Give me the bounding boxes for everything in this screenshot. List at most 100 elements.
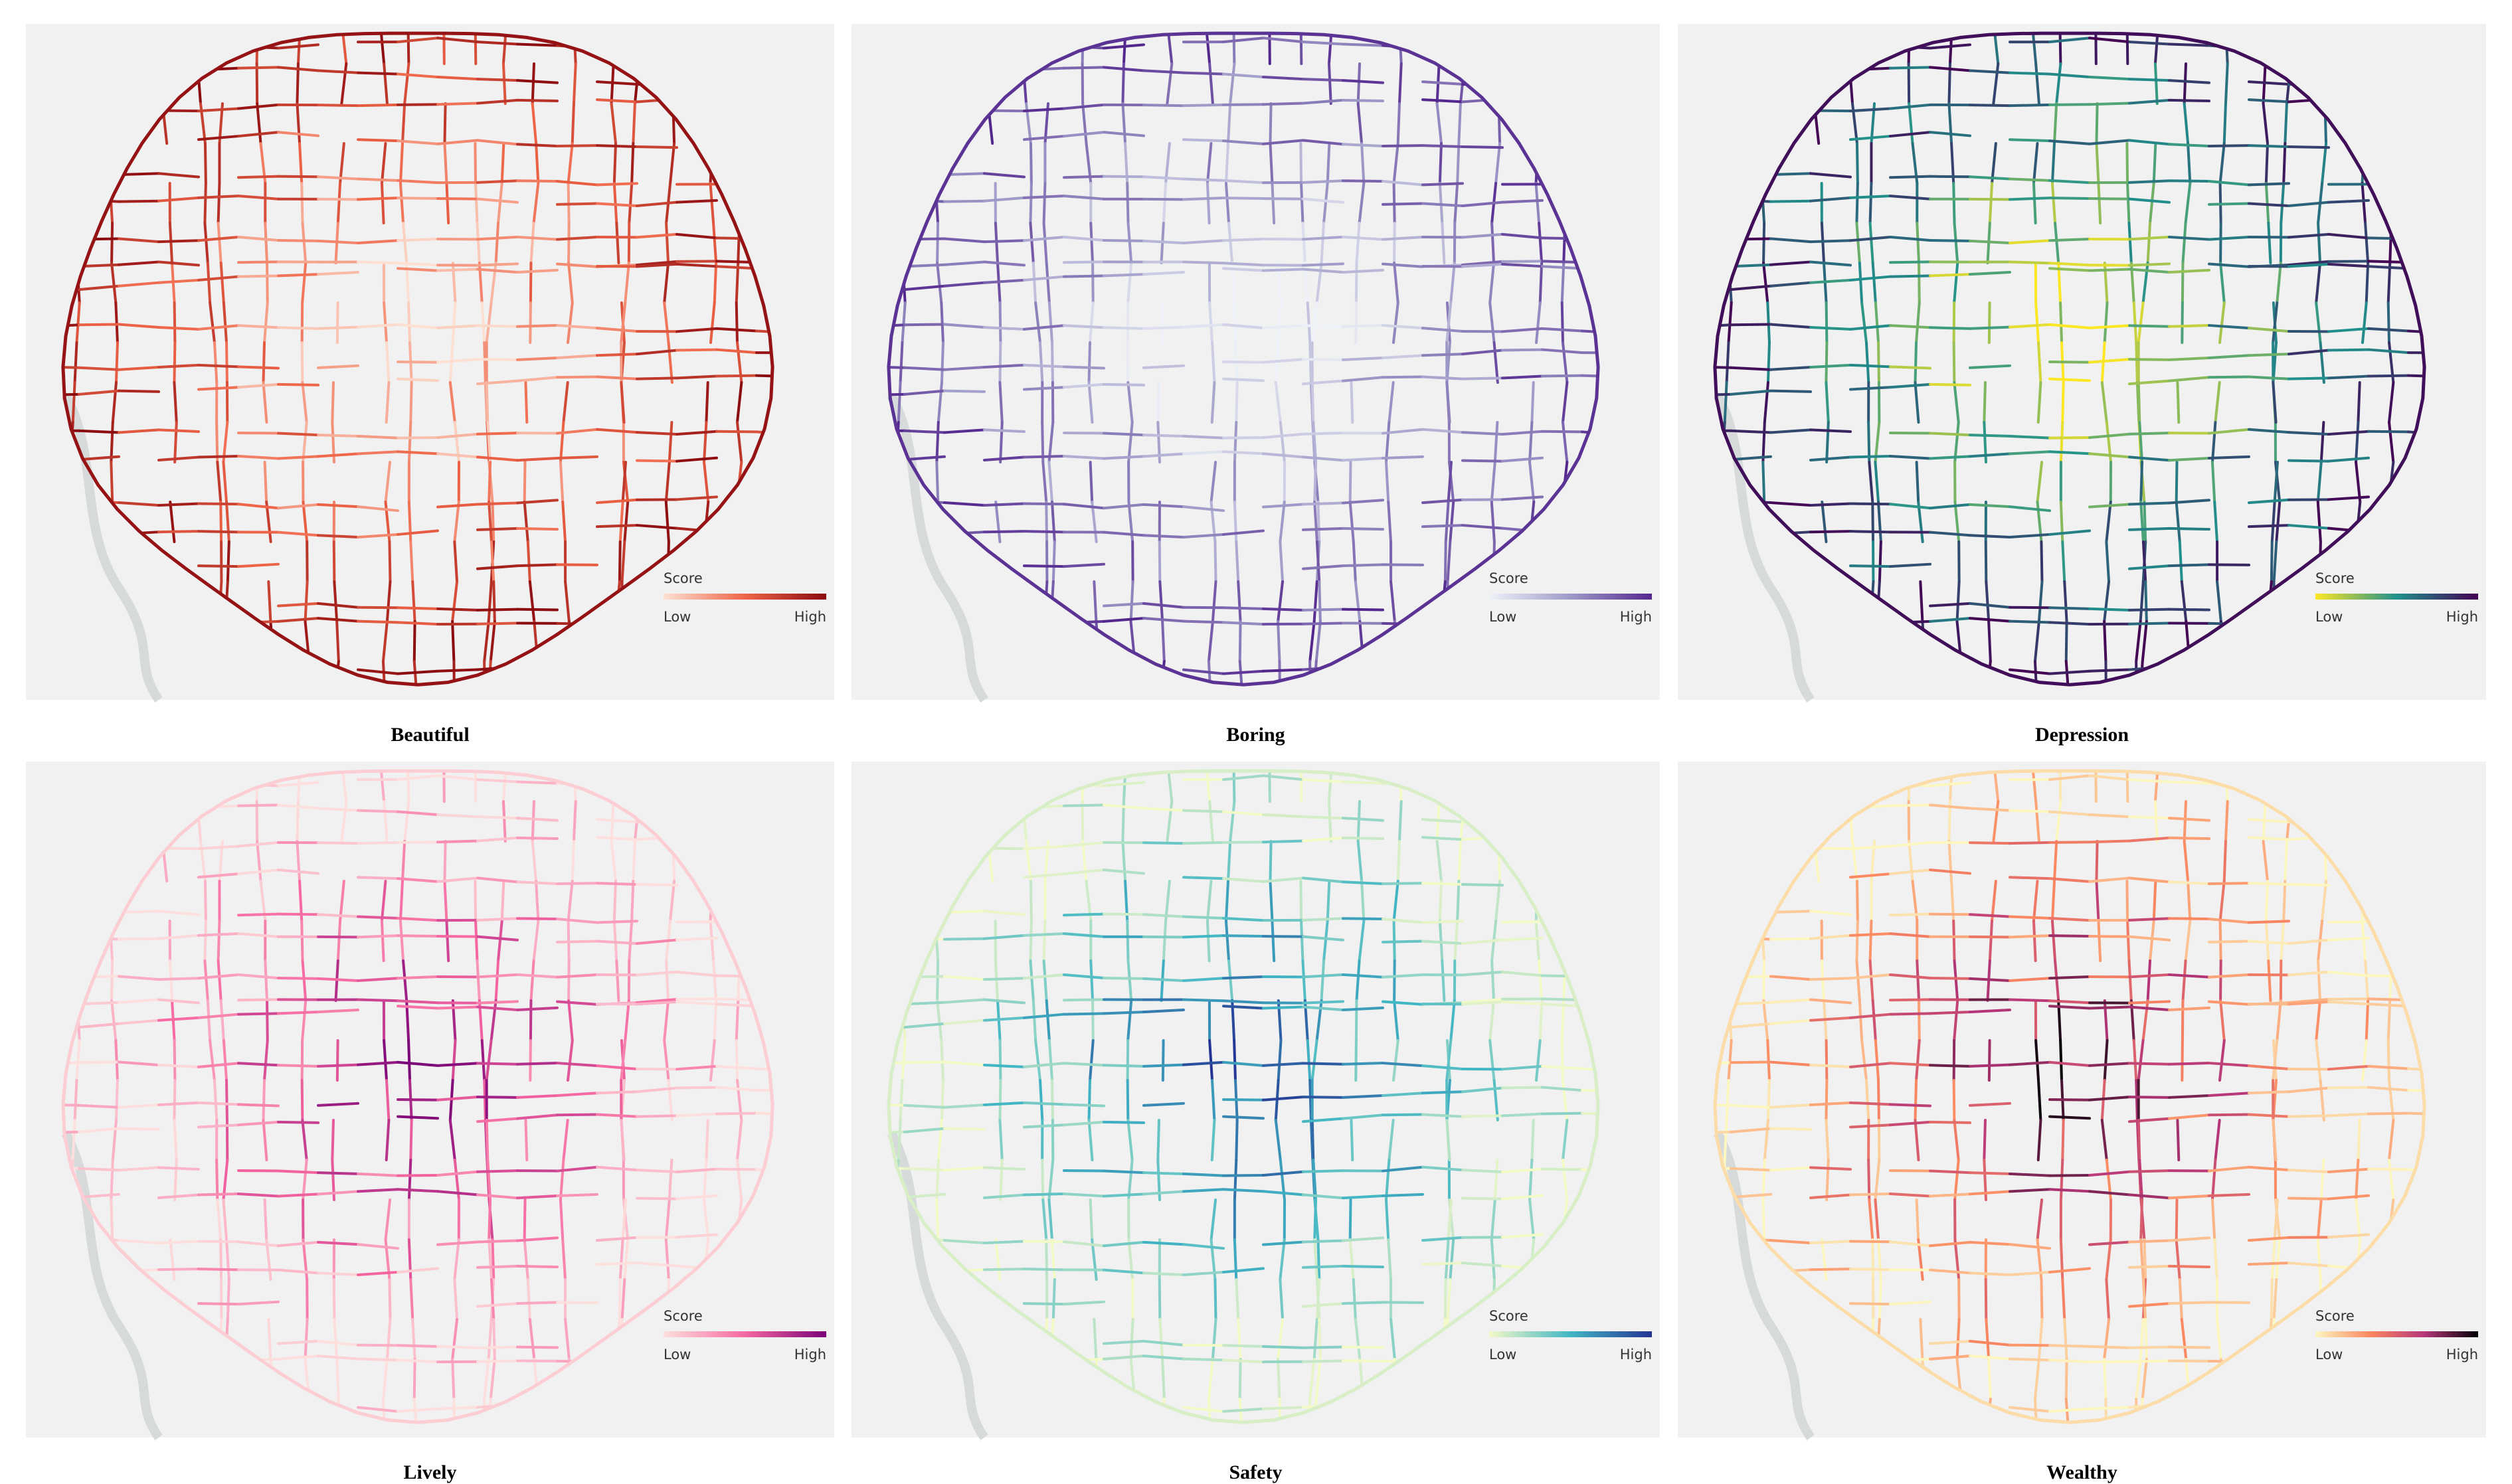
road (1918, 999, 1921, 1042)
road (612, 142, 617, 185)
road (1538, 262, 1544, 304)
road (1342, 1062, 1384, 1066)
road (531, 62, 535, 105)
road (2168, 1345, 2210, 1349)
road (2033, 620, 2040, 663)
road (302, 1159, 308, 1201)
road (2288, 997, 2330, 1004)
road (1488, 301, 1496, 344)
road (1421, 920, 1464, 924)
road (1045, 999, 1051, 1042)
road (2128, 1169, 2171, 1173)
road (636, 349, 678, 356)
road (1445, 381, 1451, 424)
road (897, 1119, 902, 1161)
road (118, 1019, 160, 1025)
road (2009, 1406, 2051, 1413)
road (943, 389, 986, 393)
road (436, 607, 479, 612)
road (157, 910, 200, 916)
road (632, 840, 636, 882)
road (78, 429, 120, 434)
ring-road (1713, 31, 2426, 687)
road (397, 1407, 439, 1413)
road (1356, 62, 1361, 105)
road (559, 461, 565, 503)
road (2050, 920, 2057, 962)
road (1142, 1190, 1185, 1196)
road (397, 139, 439, 145)
road (2048, 999, 2091, 1005)
road (2048, 139, 2091, 145)
road (2009, 323, 2051, 329)
road (1825, 341, 1829, 384)
road (157, 1268, 200, 1272)
road (1142, 104, 1185, 108)
road (1761, 461, 1766, 503)
road (118, 501, 160, 507)
road (1342, 79, 1384, 84)
road (535, 142, 540, 185)
road (1382, 179, 1424, 187)
road (1457, 102, 1462, 145)
road (1985, 580, 1991, 623)
road (2054, 959, 2060, 1002)
road (1262, 1406, 1304, 1410)
road (1444, 501, 1450, 543)
road (2064, 1398, 2071, 1423)
road (1969, 434, 2011, 438)
road (1103, 1011, 1145, 1015)
road (399, 182, 405, 224)
road (1769, 1019, 1812, 1025)
road (317, 270, 359, 276)
road (2208, 940, 2250, 944)
road (2367, 265, 2410, 270)
road (1262, 324, 1304, 329)
road (317, 1355, 359, 1360)
road (1156, 1119, 1160, 1161)
road (2183, 800, 2187, 843)
road (203, 959, 209, 1002)
road (2137, 1119, 2141, 1161)
road (226, 1278, 230, 1321)
legend-title: Score (664, 570, 703, 586)
road (111, 1119, 118, 1161)
road (2315, 1039, 2322, 1082)
road (497, 182, 503, 224)
road (2034, 62, 2040, 105)
road (237, 365, 280, 370)
road (2146, 222, 2152, 264)
road (2048, 1407, 2091, 1413)
road (1915, 461, 1920, 503)
road (1929, 912, 1971, 916)
road (2168, 817, 2210, 822)
road (675, 1233, 718, 1239)
road (1279, 501, 1286, 543)
road (2208, 973, 2250, 979)
road (357, 71, 399, 76)
road (2367, 1167, 2410, 1171)
road (899, 1079, 904, 1121)
road (636, 1114, 678, 1118)
road (2282, 142, 2287, 185)
road (715, 1086, 758, 1092)
road (1849, 845, 1892, 851)
road (1396, 840, 1401, 882)
road (1382, 940, 1424, 944)
road (492, 1318, 496, 1360)
road (1023, 1062, 1065, 1068)
road (620, 1119, 626, 1161)
road (397, 621, 439, 626)
legend-high: High (794, 1347, 826, 1362)
road (2248, 1090, 2290, 1095)
road (500, 880, 505, 922)
road (556, 940, 598, 944)
road (436, 1170, 479, 1177)
road (2248, 818, 2290, 823)
road (332, 540, 336, 583)
road (2248, 80, 2290, 86)
road (501, 800, 507, 843)
